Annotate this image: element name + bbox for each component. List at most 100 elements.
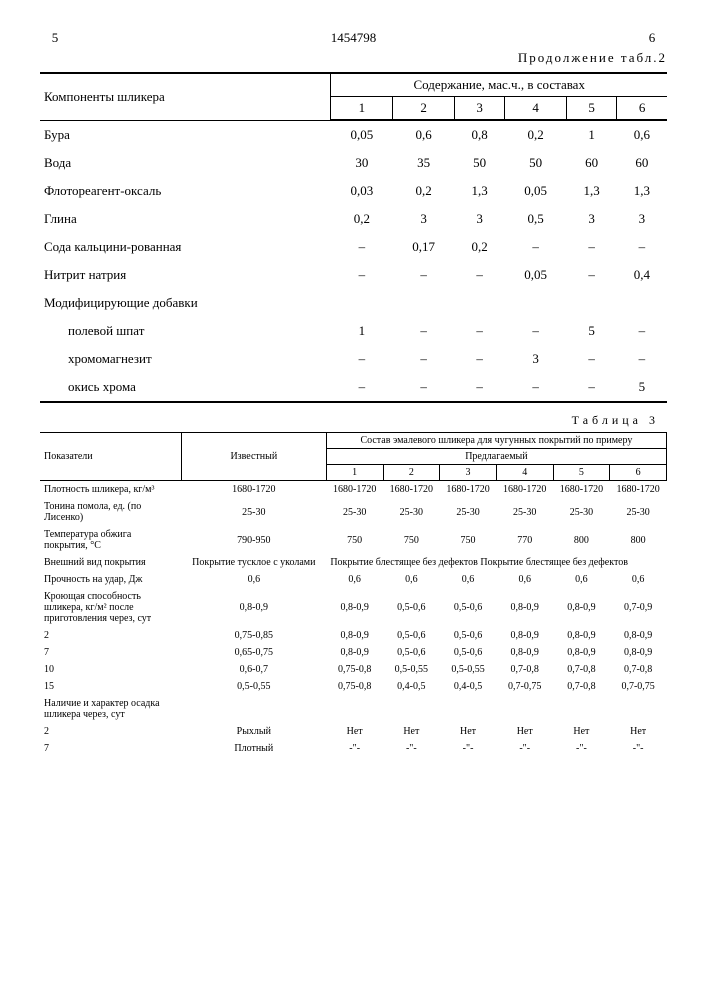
cell: 1,3 [455, 177, 505, 205]
cell: -"- [496, 740, 553, 757]
cell: 770 [496, 526, 553, 554]
cell: 0,05 [505, 261, 567, 289]
cell: 25-30 [496, 498, 553, 526]
row-label: Бура [40, 120, 331, 149]
cell [505, 289, 567, 317]
cell: Нет [610, 723, 667, 740]
cell: Нет [326, 723, 383, 740]
cell: 0,5-0,6 [383, 588, 440, 627]
table2-components-header: Компоненты шликера [40, 73, 331, 120]
cell: 0,05 [505, 177, 567, 205]
row-label: Наличие и характер осадка шликера через,… [40, 695, 181, 723]
cell: 1 [331, 317, 393, 345]
page-header: 5 1454798 6 [40, 30, 667, 46]
page-right: 6 [637, 30, 667, 46]
cell [553, 695, 610, 723]
cell: 0,7-0,8 [496, 661, 553, 678]
cell: 0,6 [553, 571, 610, 588]
t3-col-2: 2 [383, 465, 440, 481]
table-row: Прочность на удар, Дж0,60,60,60,60,60,60… [40, 571, 667, 588]
cell: 0,2 [455, 233, 505, 261]
cell: 0,5-0,6 [440, 627, 497, 644]
table-row: полевой шпат1–––5– [40, 317, 667, 345]
table3-label: Таблица 3 [40, 413, 659, 428]
cell: 1680-1720 [440, 481, 497, 499]
cell: 5 [567, 317, 617, 345]
cell: 0,5-0,6 [383, 644, 440, 661]
cell: 50 [455, 149, 505, 177]
cell: 0,7-0,75 [610, 678, 667, 695]
cell: -"- [326, 740, 383, 757]
cell: – [393, 317, 455, 345]
cell: 0,6 [610, 571, 667, 588]
cell: 0,8-0,9 [326, 627, 383, 644]
known-cell: 0,5-0,55 [181, 678, 326, 695]
cell: 0,8-0,9 [496, 627, 553, 644]
cell: – [393, 261, 455, 289]
cell: – [455, 345, 505, 373]
cell: 0,5-0,55 [440, 661, 497, 678]
cell: 25-30 [440, 498, 497, 526]
table-row: Глина0,2330,533 [40, 205, 667, 233]
row-label: 7 [40, 644, 181, 661]
cell: -"- [440, 740, 497, 757]
cell: 3 [455, 205, 505, 233]
row-label: Тонина помола, ед. (по Лисенко) [40, 498, 181, 526]
cell: 0,75-0,8 [326, 661, 383, 678]
cell: – [567, 261, 617, 289]
known-cell [181, 695, 326, 723]
cell: 0,8-0,9 [553, 644, 610, 661]
table-row: Бура0,050,60,80,210,6 [40, 120, 667, 149]
row-label: хромомагнезит [40, 345, 331, 373]
cell: – [567, 345, 617, 373]
cell: 0,8-0,9 [553, 588, 610, 627]
cell: 0,7-0,9 [610, 588, 667, 627]
cell: 1680-1720 [383, 481, 440, 499]
table-row: 2РыхлыйНетНетНетНетНетНет [40, 723, 667, 740]
t3-col-3: 3 [440, 465, 497, 481]
table-row: Модифицирующие добавки [40, 289, 667, 317]
table-row: Температура обжига покрытия, °С790-950 75… [40, 526, 667, 554]
known-cell: 0,75-0,85 [181, 627, 326, 644]
t3-col-1: 1 [326, 465, 383, 481]
row-label: Вода [40, 149, 331, 177]
cell: 50 [505, 149, 567, 177]
cell: 0,8-0,9 [496, 588, 553, 627]
doc-number: 1454798 [70, 30, 637, 46]
cell: – [617, 233, 667, 261]
cell: 0,2 [505, 120, 567, 149]
cell: 60 [567, 149, 617, 177]
cell [383, 695, 440, 723]
row-label: 10 [40, 661, 181, 678]
cell [331, 289, 393, 317]
table-row: Внешний вид покрытияПокрытие тусклое с у… [40, 554, 667, 571]
cell: 25-30 [553, 498, 610, 526]
cell: 0,6 [440, 571, 497, 588]
row-label: Плотность шликера, кг/м³ [40, 481, 181, 499]
cell: 0,6 [496, 571, 553, 588]
table-row: окись хрома–––––5 [40, 373, 667, 402]
cell: 25-30 [326, 498, 383, 526]
cell: 0,7-0,75 [496, 678, 553, 695]
cell: 3 [567, 205, 617, 233]
known-cell: 1680-1720 [181, 481, 326, 499]
table2-col-3: 3 [455, 97, 505, 121]
cell: 60 [617, 149, 667, 177]
known-cell: 790-950 [181, 526, 326, 554]
cell: – [505, 233, 567, 261]
cell: 750 [440, 526, 497, 554]
cell: 0,5 [505, 205, 567, 233]
cell [496, 695, 553, 723]
t3-col-6: 6 [610, 465, 667, 481]
t3-proposed-header: Предлагаемый [326, 449, 666, 465]
table2-col-4: 4 [505, 97, 567, 121]
row-label: Температура обжига покрытия, °С [40, 526, 181, 554]
row-label: Флотореагент-оксаль [40, 177, 331, 205]
table-row: хромомагнезит–––3–– [40, 345, 667, 373]
cell: 0,8-0,9 [610, 644, 667, 661]
known-cell: 0,65-0,75 [181, 644, 326, 661]
cell: 3 [505, 345, 567, 373]
row-label: полевой шпат [40, 317, 331, 345]
continuation-label: Продолжение табл.2 [40, 50, 667, 66]
cell: – [617, 345, 667, 373]
